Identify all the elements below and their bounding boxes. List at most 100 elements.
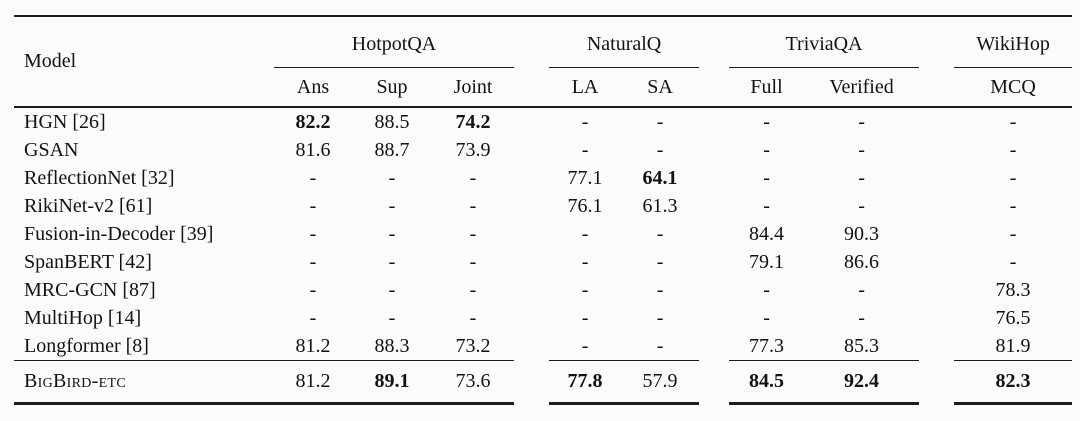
- value-cell: -: [309, 222, 317, 245]
- model-cell: BigBird-etc: [14, 360, 274, 405]
- model-cell: RikiNet-v2 [61]: [24, 194, 153, 217]
- value-cell: -: [469, 278, 477, 301]
- value-cell: -: [858, 166, 865, 189]
- value-cell: -: [729, 106, 805, 136]
- value-cell: 57.9: [621, 360, 700, 405]
- subheader-ans: Ans: [296, 75, 330, 98]
- group-header-naturalq: NaturalQ: [549, 16, 700, 68]
- column-gap: [514, 220, 549, 248]
- column-gap: [699, 361, 729, 404]
- model-cell: HGN [26]: [14, 106, 274, 136]
- value-cell: 86.6: [844, 250, 880, 273]
- value-cell: 82.2: [274, 106, 352, 136]
- subheader-sup: Sup: [376, 75, 408, 98]
- value-cell: 81.6: [295, 138, 331, 161]
- qa-results-table: Model HotpotQA NaturalQ TriviaQA WikiHop…: [14, 15, 1073, 405]
- value-cell: 74.2: [432, 106, 515, 136]
- table-row: MRC-GCN [87] - - - - - - - 78.3: [14, 276, 1072, 304]
- value-cell: 84.5: [729, 360, 805, 405]
- value-cell: -: [469, 166, 477, 189]
- value-cell: -: [656, 278, 664, 301]
- subheader-mcq: MCQ: [990, 75, 1036, 98]
- column-gap: [919, 304, 954, 332]
- value-cell: -: [656, 138, 664, 161]
- column-gap: [514, 332, 549, 361]
- table-header: Model HotpotQA NaturalQ TriviaQA WikiHop…: [14, 16, 1073, 108]
- value-cell: 64.1: [642, 166, 678, 189]
- value-cell: -: [581, 250, 589, 273]
- value-cell: 73.9: [455, 138, 491, 161]
- results-table-container: Model HotpotQA NaturalQ TriviaQA WikiHop…: [14, 15, 1073, 405]
- value-cell: -: [388, 222, 396, 245]
- table-row: HGN [26] 82.2 88.5 74.2- - - - -: [14, 106, 1073, 136]
- value-cell: 79.1: [749, 250, 785, 273]
- table-row: RikiNet-v2 [61] - - - 76.1 61.3 - - -: [14, 192, 1072, 220]
- model-column-header: Model: [24, 50, 77, 72]
- value-cell: -: [621, 106, 700, 136]
- column-gap: [514, 16, 549, 107]
- value-cell: -: [1009, 138, 1017, 161]
- value-cell: -: [1009, 222, 1017, 245]
- value-cell: -: [469, 222, 477, 245]
- column-gap: [919, 248, 954, 276]
- value-cell: -: [309, 166, 317, 189]
- value-cell: 81.9: [995, 334, 1031, 357]
- column-gap: [919, 164, 954, 192]
- value-cell: -: [763, 166, 770, 189]
- model-cell: MultiHop [14]: [24, 306, 142, 329]
- subheader-full: Full: [750, 75, 783, 98]
- column-gap: [919, 276, 954, 304]
- value-cell: 84.4: [749, 222, 785, 245]
- column-gap: [919, 192, 954, 220]
- column-gap: [699, 16, 729, 107]
- value-cell: 61.3: [642, 194, 678, 217]
- sub-header-row: Ans Sup Joint LA SA Full Verified MCQ: [14, 68, 1072, 108]
- column-gap: [919, 220, 954, 248]
- value-cell: -: [804, 106, 920, 136]
- value-cell: 77.8: [549, 360, 622, 405]
- value-cell: 81.2: [274, 360, 352, 405]
- value-cell: -: [858, 278, 865, 301]
- column-gap: [919, 16, 954, 107]
- value-cell: -: [549, 106, 622, 136]
- value-cell: -: [1009, 250, 1017, 273]
- value-cell: -: [581, 306, 589, 329]
- value-cell: -: [469, 194, 477, 217]
- value-cell: 82.3: [954, 360, 1073, 405]
- value-cell: -: [1009, 166, 1017, 189]
- model-cell: Longformer [8]: [24, 334, 149, 357]
- value-cell: 77.3: [749, 334, 785, 357]
- group-header-triviaqa: TriviaQA: [729, 16, 920, 68]
- value-cell: 90.3: [844, 222, 880, 245]
- column-gap: [514, 106, 550, 136]
- column-gap: [514, 248, 549, 276]
- column-gap: [919, 106, 955, 136]
- value-cell: 78.3: [995, 278, 1031, 301]
- subheader-verified: Verified: [829, 75, 894, 98]
- table-footer: BigBird-etc 81.2 89.1 73.6 77.8 57.9 84.5 92.4 8…: [14, 360, 1073, 405]
- value-cell: 89.1: [352, 360, 432, 405]
- value-cell: -: [309, 194, 317, 217]
- table-row: MultiHop [14] - - - - - - - 76.5: [14, 304, 1072, 332]
- value-cell: -: [388, 166, 396, 189]
- table-row: Fusion-in-Decoder [39] - - - - - 84.4 90.3 -: [14, 220, 1072, 248]
- column-gap: [514, 136, 549, 164]
- column-gap: [699, 304, 729, 332]
- value-cell: -: [581, 334, 589, 357]
- column-gap: [919, 332, 954, 361]
- value-cell: 76.1: [567, 194, 603, 217]
- column-gap: [699, 332, 729, 361]
- column-gap: [699, 136, 729, 164]
- column-gap: [514, 276, 549, 304]
- value-cell: 73.2: [455, 334, 491, 357]
- value-cell: -: [388, 306, 396, 329]
- value-cell: -: [858, 138, 865, 161]
- column-gap: [514, 361, 549, 404]
- value-cell: -: [309, 278, 317, 301]
- value-cell: 77.1: [567, 166, 603, 189]
- value-cell: -: [858, 194, 865, 217]
- value-cell: -: [581, 278, 589, 301]
- subheader-joint: Joint: [453, 75, 493, 98]
- column-gap: [919, 361, 954, 404]
